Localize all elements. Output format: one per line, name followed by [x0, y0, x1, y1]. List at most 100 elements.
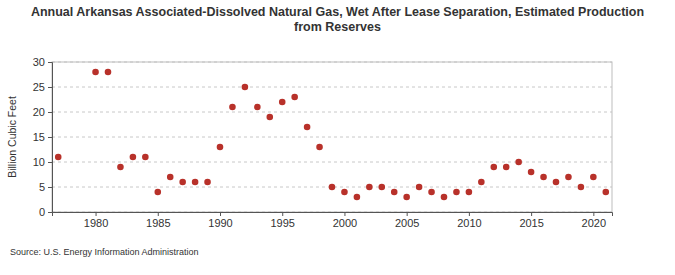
tick: 10	[33, 156, 52, 168]
tick: 5	[39, 181, 52, 193]
data-point	[130, 154, 137, 161]
data-point	[453, 189, 460, 196]
x-axis: 1980 1985 1990 1995 2000 2005 2010 2015 2020	[53, 212, 613, 229]
tick: 30	[33, 56, 52, 68]
y-axis-title: Billion Cubic Feet	[6, 96, 18, 178]
tick-label: 2005	[395, 217, 419, 229]
tick: 1990	[208, 212, 232, 229]
data-point	[391, 189, 398, 196]
data-point	[192, 179, 199, 186]
tick-label: 5	[39, 181, 45, 193]
data-point	[266, 114, 273, 121]
data-point	[217, 144, 224, 151]
axis-line	[48, 63, 53, 213]
tick-mark	[220, 212, 221, 216]
data-point	[279, 99, 286, 106]
data-point	[515, 159, 522, 166]
tick-label: 2000	[333, 217, 357, 229]
tick-label: 0	[39, 206, 45, 218]
grid-line	[52, 137, 612, 138]
data-point	[291, 94, 298, 101]
tick-mark	[469, 212, 470, 216]
tick: 1985	[146, 212, 170, 229]
data-point	[117, 164, 124, 171]
data-point	[229, 104, 236, 111]
tick: 25	[33, 81, 52, 93]
data-point	[466, 189, 473, 196]
tick-label: 2020	[582, 217, 606, 229]
data-point	[242, 84, 249, 91]
tick: 1995	[270, 212, 294, 229]
data-point	[55, 154, 62, 161]
tick: 2005	[395, 212, 419, 229]
grid-line	[52, 112, 612, 113]
tick-mark	[158, 212, 159, 216]
tick-mark	[96, 212, 97, 216]
tick-mark	[593, 212, 594, 216]
tick-mark	[48, 187, 52, 188]
data-point	[602, 189, 609, 196]
data-point	[167, 174, 174, 181]
data-point	[428, 189, 435, 196]
data-point	[142, 154, 149, 161]
data-point	[341, 189, 348, 196]
tick: 2020	[582, 212, 606, 229]
tick-mark	[407, 212, 408, 216]
grid-line	[52, 87, 612, 88]
plot-frame	[52, 62, 612, 212]
data-point	[553, 179, 560, 186]
tick: 2000	[333, 212, 357, 229]
data-point	[578, 184, 585, 191]
data-point	[329, 184, 336, 191]
tick-label: 2015	[519, 217, 543, 229]
tick-mark	[48, 87, 52, 88]
data-point	[105, 69, 112, 76]
tick: 0	[39, 206, 52, 218]
tick-label: 1990	[208, 217, 232, 229]
tick-mark	[531, 212, 532, 216]
chart: Annual Arkansas Associated-Dissolved Nat…	[0, 0, 675, 275]
y-axis: 0 5 10 15 20 25 30	[33, 56, 53, 218]
data-point	[565, 174, 572, 181]
tick-mark	[48, 137, 52, 138]
data-point	[441, 194, 448, 201]
tick-label: 25	[33, 81, 45, 93]
axis-line	[53, 213, 613, 217]
tick: 2015	[519, 212, 543, 229]
data-point	[254, 104, 261, 111]
data-point	[378, 184, 385, 191]
data-point	[354, 194, 361, 201]
tick-mark	[282, 212, 283, 216]
tick-label: 20	[33, 106, 45, 118]
data-point	[154, 189, 161, 196]
tick: 1980	[84, 212, 108, 229]
tick: 15	[33, 131, 52, 143]
tick-mark	[48, 212, 52, 213]
data-point	[366, 184, 373, 191]
grid	[52, 62, 612, 212]
source-note: Source: U.S. Energy Information Administ…	[10, 247, 199, 257]
data-point	[304, 124, 311, 131]
data-point	[528, 169, 535, 176]
tick-label: 10	[33, 156, 45, 168]
data-point	[540, 174, 547, 181]
data-point	[478, 179, 485, 186]
tick: 2010	[457, 212, 481, 229]
data-point	[416, 184, 423, 191]
tick-mark	[344, 212, 345, 216]
data-point	[503, 164, 510, 171]
grid-line	[52, 162, 612, 163]
data-point	[403, 194, 410, 201]
data-point	[316, 144, 323, 151]
tick-label: 2010	[457, 217, 481, 229]
tick-mark	[48, 162, 52, 163]
data-point	[490, 164, 497, 171]
data-point	[204, 179, 211, 186]
data-point	[92, 69, 99, 76]
title: Annual Arkansas Associated-Dissolved Nat…	[31, 5, 644, 34]
tick-mark	[48, 112, 52, 113]
tick-label: 15	[33, 131, 45, 143]
tick: 20	[33, 106, 52, 118]
tick-label: 1995	[270, 217, 294, 229]
tick-mark	[48, 62, 52, 63]
